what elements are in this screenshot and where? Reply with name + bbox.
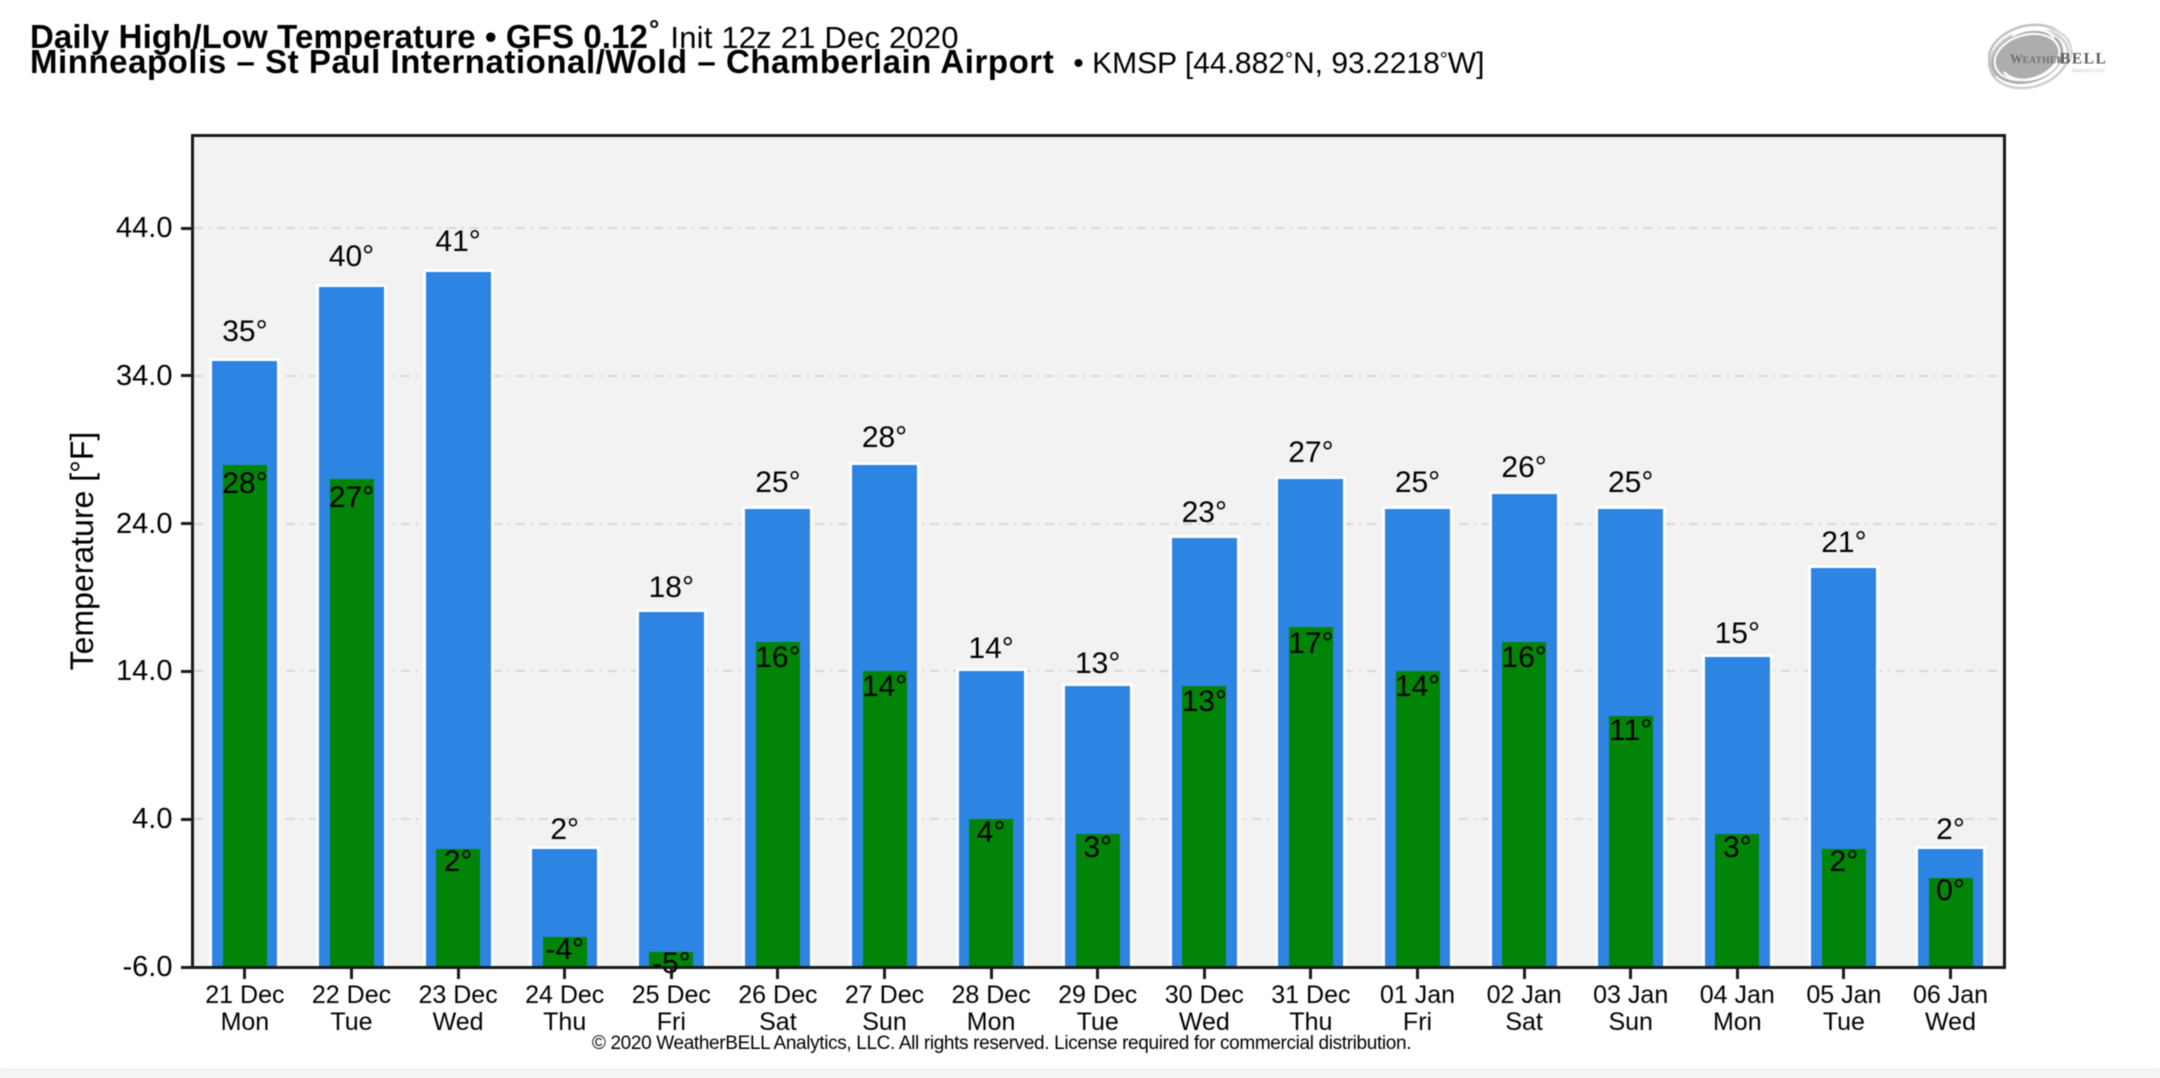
svg-text:BELL: BELL — [2060, 51, 2107, 68]
svg-text:Analytics LLC: Analytics LLC — [2072, 69, 2106, 74]
svg-text:EATHER: EATHER — [2023, 56, 2064, 66]
svg-text:W: W — [2010, 51, 2023, 66]
